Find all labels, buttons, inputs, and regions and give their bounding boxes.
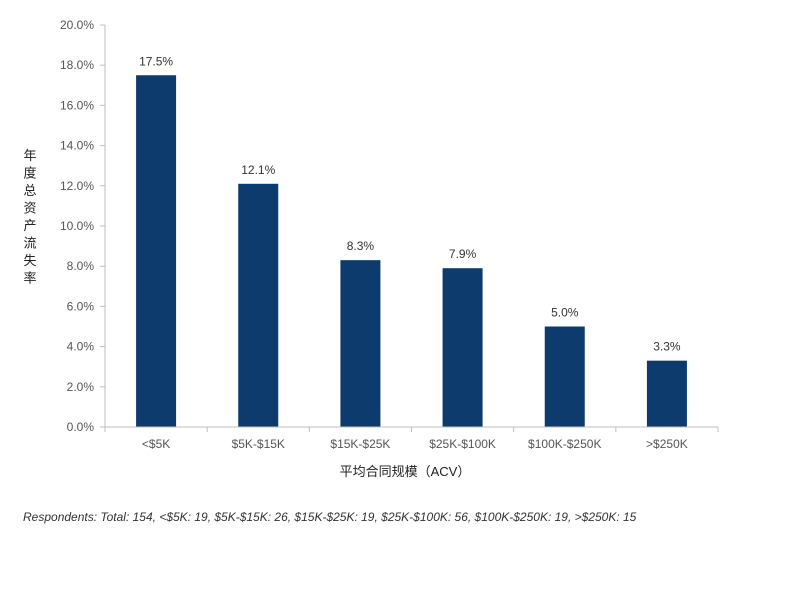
- y-tick-label: 10.0%: [60, 219, 94, 233]
- y-axis-ticks: 0.0% 2.0% 4.0% 6.0% 8.0% 10.0% 12.0% 14.0% 16.0%…: [60, 18, 106, 434]
- x-tick-label: <$5K: [142, 437, 170, 451]
- x-tick-label: >$250K: [646, 437, 688, 451]
- y-tick-label: 4.0%: [67, 340, 95, 354]
- x-tick-label: $100K-$250K: [528, 437, 601, 451]
- y-tick-label: 14.0%: [60, 139, 94, 153]
- bar-value-label: 17.5%: [139, 54, 173, 68]
- x-axis: <$5K $5K-$15K $15K-$25K $25K-$100K $100K-$25…: [104, 426, 719, 451]
- bar-value-label: 7.9%: [449, 247, 477, 261]
- y-tick-label: 6.0%: [67, 299, 95, 313]
- x-tick-label: $5K-$15K: [232, 437, 285, 451]
- bar: [136, 75, 177, 427]
- y-axis-title-char: 流: [23, 236, 36, 251]
- y-tick-label: 8.0%: [67, 259, 95, 273]
- bar: [238, 183, 279, 427]
- y-axis-title-char: 度: [23, 166, 36, 181]
- x-tick-label: $15K-$25K: [330, 437, 390, 451]
- y-tick-label: 2.0%: [67, 380, 95, 394]
- y-axis-title-char: 总: [23, 183, 36, 198]
- y-axis-title-char: 年: [23, 148, 36, 163]
- y-axis-title-char: 产: [23, 218, 36, 233]
- y-tick-label: 0.0%: [67, 420, 95, 434]
- bar-value-label: 8.3%: [347, 239, 375, 253]
- bar-value-label: 5.0%: [551, 306, 579, 320]
- y-tick-label: 12.0%: [60, 179, 94, 193]
- y-axis-title-char: 失: [23, 253, 36, 268]
- x-tick-label: $25K-$100K: [429, 437, 496, 451]
- y-axis-title-char: 率: [23, 271, 36, 286]
- bar: [340, 260, 381, 427]
- bar-value-label: 3.3%: [653, 340, 681, 354]
- y-tick-label: 18.0%: [60, 58, 94, 72]
- bars: 17.5% 12.1% 8.3% 7.9% 5.0% 3.3%: [136, 54, 687, 427]
- y-tick-label: 20.0%: [60, 18, 94, 32]
- y-tick-label: 16.0%: [60, 98, 94, 112]
- y-axis-title-char: 资: [23, 201, 36, 216]
- respondents-footnote: Respondents: Total: 154, <$5K: 19, $5K-$…: [23, 510, 637, 524]
- bar-value-label: 12.1%: [241, 163, 275, 177]
- bar: [646, 360, 687, 427]
- bar: [442, 268, 483, 427]
- bar: [544, 326, 585, 427]
- x-axis-title: 平均合同规模（ACV）: [340, 464, 471, 479]
